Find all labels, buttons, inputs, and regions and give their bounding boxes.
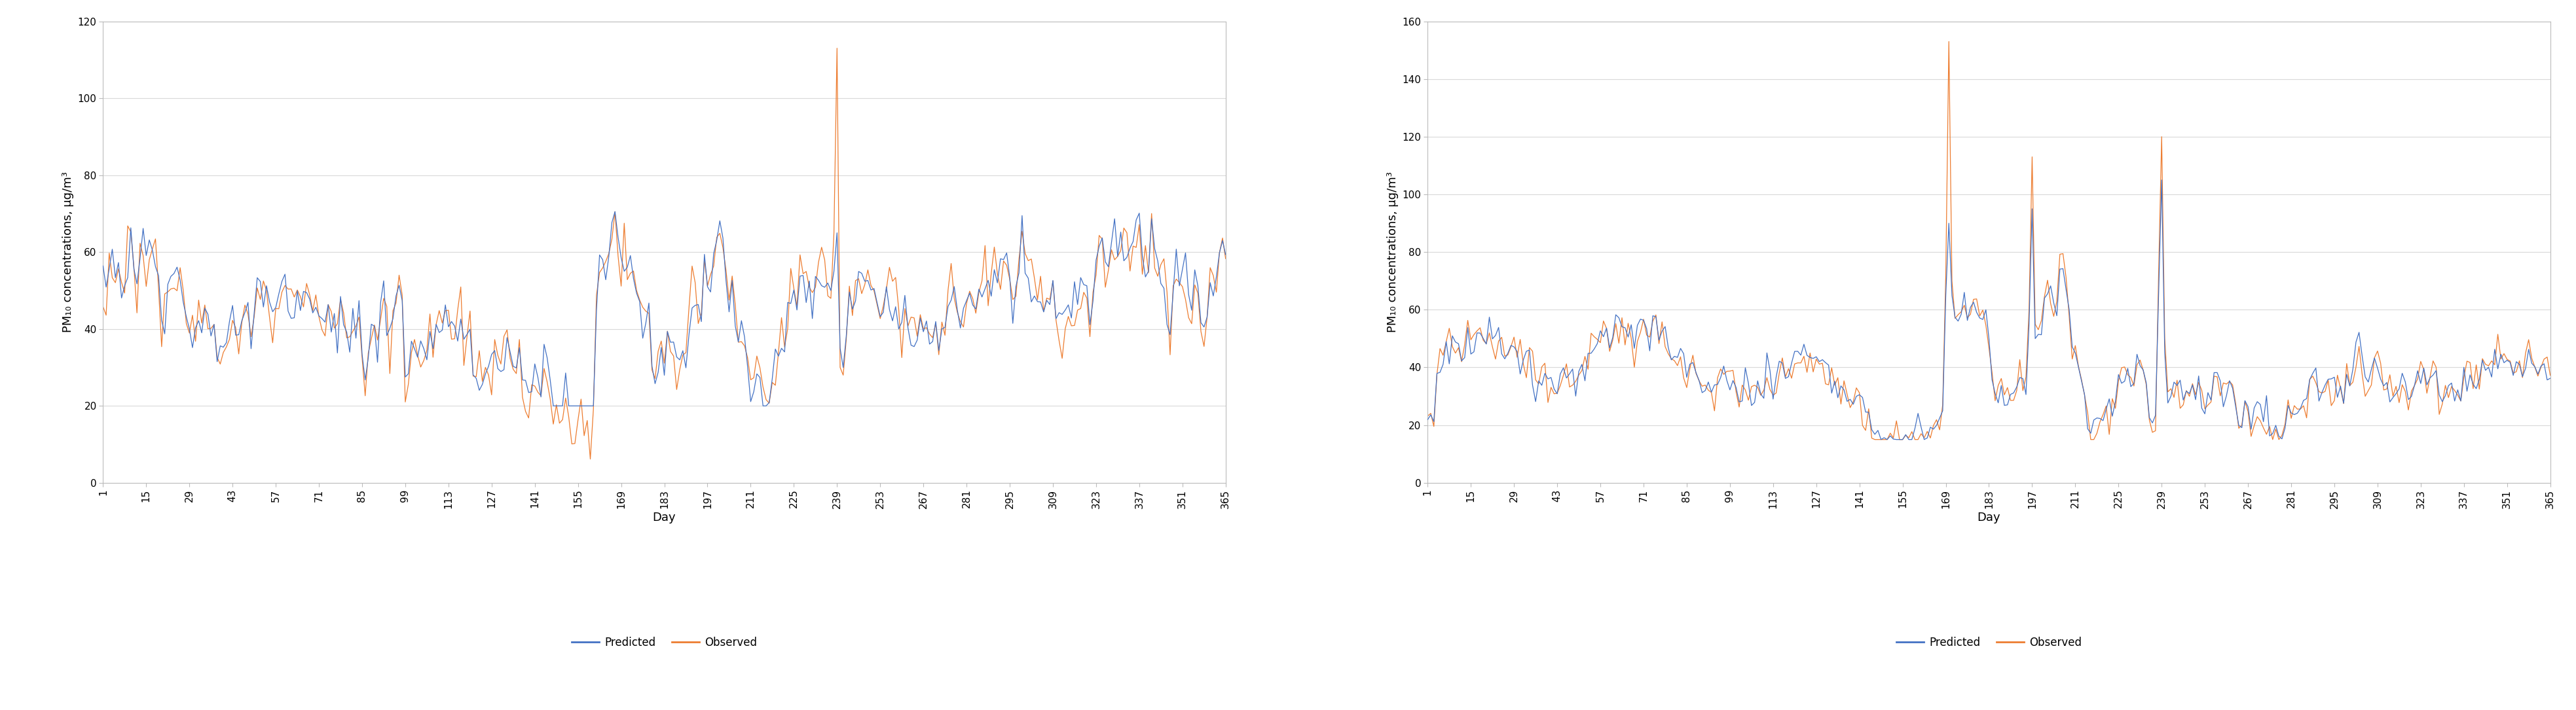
Line: Predicted: Predicted bbox=[103, 212, 1226, 406]
Predicted bbox=[1868, 433, 1899, 442]
Observed bbox=[2380, 382, 2411, 391]
Observed bbox=[1860, 435, 1891, 444]
Observed bbox=[1211, 254, 1242, 263]
Observed bbox=[325, 295, 355, 303]
Legend: Predicted, Observed: Predicted, Observed bbox=[1891, 632, 2087, 652]
Predicted bbox=[1056, 314, 1087, 322]
Observed bbox=[536, 395, 567, 403]
Observed bbox=[1649, 342, 1680, 351]
Line: Observed: Observed bbox=[1427, 41, 2550, 439]
Predicted bbox=[1164, 282, 1195, 290]
Predicted bbox=[600, 207, 631, 216]
Predicted bbox=[397, 337, 428, 346]
Observed bbox=[822, 44, 853, 53]
Predicted bbox=[1649, 322, 1680, 331]
Predicted bbox=[2535, 374, 2566, 383]
Predicted bbox=[1860, 430, 1891, 439]
Predicted bbox=[2488, 359, 2519, 367]
Observed bbox=[1164, 278, 1195, 287]
Predicted bbox=[325, 293, 355, 301]
Predicted bbox=[2380, 389, 2411, 398]
Observed bbox=[1056, 322, 1087, 330]
Y-axis label: PM₁₀ concentrations, μg/m³: PM₁₀ concentrations, μg/m³ bbox=[62, 172, 75, 332]
Line: Predicted: Predicted bbox=[1427, 180, 2550, 439]
Predicted bbox=[2146, 175, 2177, 184]
Observed bbox=[1868, 435, 1899, 444]
Predicted bbox=[88, 262, 118, 271]
Predicted bbox=[544, 402, 574, 410]
Legend: Predicted, Observed: Predicted, Observed bbox=[567, 632, 762, 652]
Y-axis label: PM₁₀ concentrations, μg/m³: PM₁₀ concentrations, μg/m³ bbox=[1386, 172, 1399, 332]
X-axis label: Day: Day bbox=[652, 512, 675, 524]
Observed bbox=[541, 400, 572, 409]
Predicted bbox=[1865, 435, 1896, 444]
Observed bbox=[1935, 37, 1965, 45]
Predicted bbox=[1412, 415, 1443, 424]
Observed bbox=[574, 455, 605, 464]
Predicted bbox=[536, 376, 567, 384]
Observed bbox=[88, 302, 118, 311]
Predicted bbox=[1211, 251, 1242, 259]
Observed bbox=[1862, 435, 1893, 444]
Observed bbox=[1412, 412, 1443, 420]
Predicted bbox=[1721, 383, 1752, 392]
X-axis label: Day: Day bbox=[1978, 512, 2002, 524]
Predicted bbox=[538, 402, 569, 410]
Observed bbox=[2488, 349, 2519, 358]
Observed bbox=[1721, 388, 1752, 396]
Observed bbox=[2535, 371, 2566, 380]
Observed bbox=[397, 349, 428, 357]
Line: Observed: Observed bbox=[103, 48, 1226, 459]
